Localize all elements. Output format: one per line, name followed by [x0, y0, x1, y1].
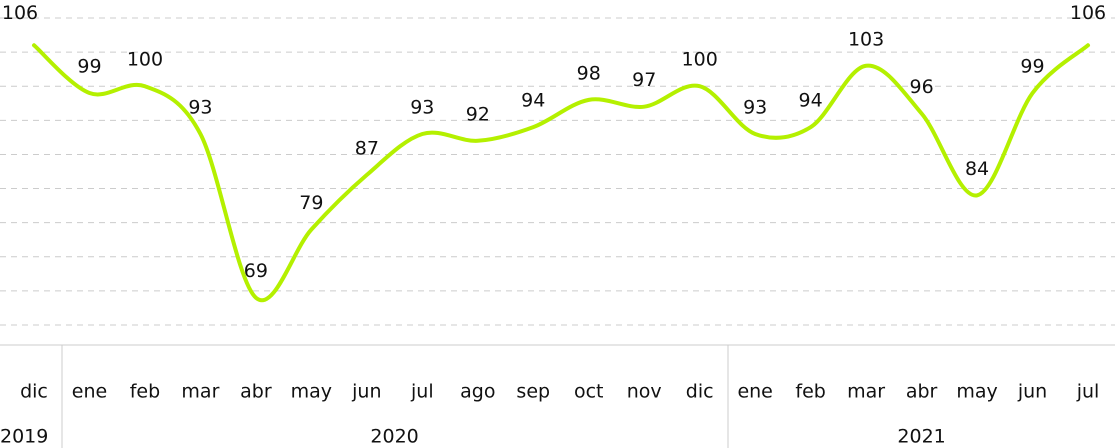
data-label: 99: [77, 56, 101, 78]
x-tick-label: ene: [72, 381, 107, 403]
line: [32, 43, 1090, 303]
x-tick-label: dic: [686, 381, 714, 403]
group-label: 2021: [897, 426, 945, 448]
x-tick-label: jul: [410, 381, 434, 403]
data-label: 96: [909, 76, 933, 98]
data-label: 106: [2, 2, 38, 24]
x-tick-label: feb: [795, 381, 825, 403]
data-label: 84: [965, 158, 989, 180]
data-label: 103: [848, 28, 884, 50]
data-label: 106: [1070, 2, 1106, 24]
x-tick-label: abr: [906, 381, 938, 403]
x-tick-label: abr: [240, 381, 272, 403]
data-label: 93: [743, 96, 767, 118]
x-tick-label: sep: [516, 381, 550, 403]
data-label: 97: [632, 69, 656, 91]
data-label: 92: [466, 103, 490, 125]
x-tick-label: feb: [130, 381, 160, 403]
x-tick-label: oct: [574, 381, 604, 403]
x-tick-label: mar: [847, 381, 885, 403]
group-label: 2020: [370, 426, 418, 448]
data-label: 93: [410, 96, 434, 118]
x-tick-label: may: [956, 381, 997, 403]
data-label: 94: [521, 90, 545, 112]
x-tick-label: mar: [181, 381, 219, 403]
x-tick-label: dic: [20, 381, 48, 403]
data-label: 69: [244, 260, 268, 282]
data-label: 100: [127, 49, 163, 71]
x-tick-label: may: [291, 381, 332, 403]
data-label: 87: [355, 137, 379, 159]
group-label: 2019: [0, 426, 48, 448]
data-label: 100: [682, 49, 718, 71]
data-label: 94: [799, 90, 823, 112]
x-tick-label: jul: [1076, 381, 1100, 403]
x-tick-label: jun: [1017, 381, 1047, 403]
x-tick-label: ene: [737, 381, 772, 403]
x-tick-label: ago: [460, 381, 495, 403]
data-label: 79: [299, 192, 323, 214]
data-label: 93: [188, 96, 212, 118]
x-tick-label: jun: [351, 381, 381, 403]
x-tick-label: nov: [627, 381, 662, 403]
data-label: 99: [1020, 56, 1044, 78]
data-label: 98: [577, 62, 601, 84]
